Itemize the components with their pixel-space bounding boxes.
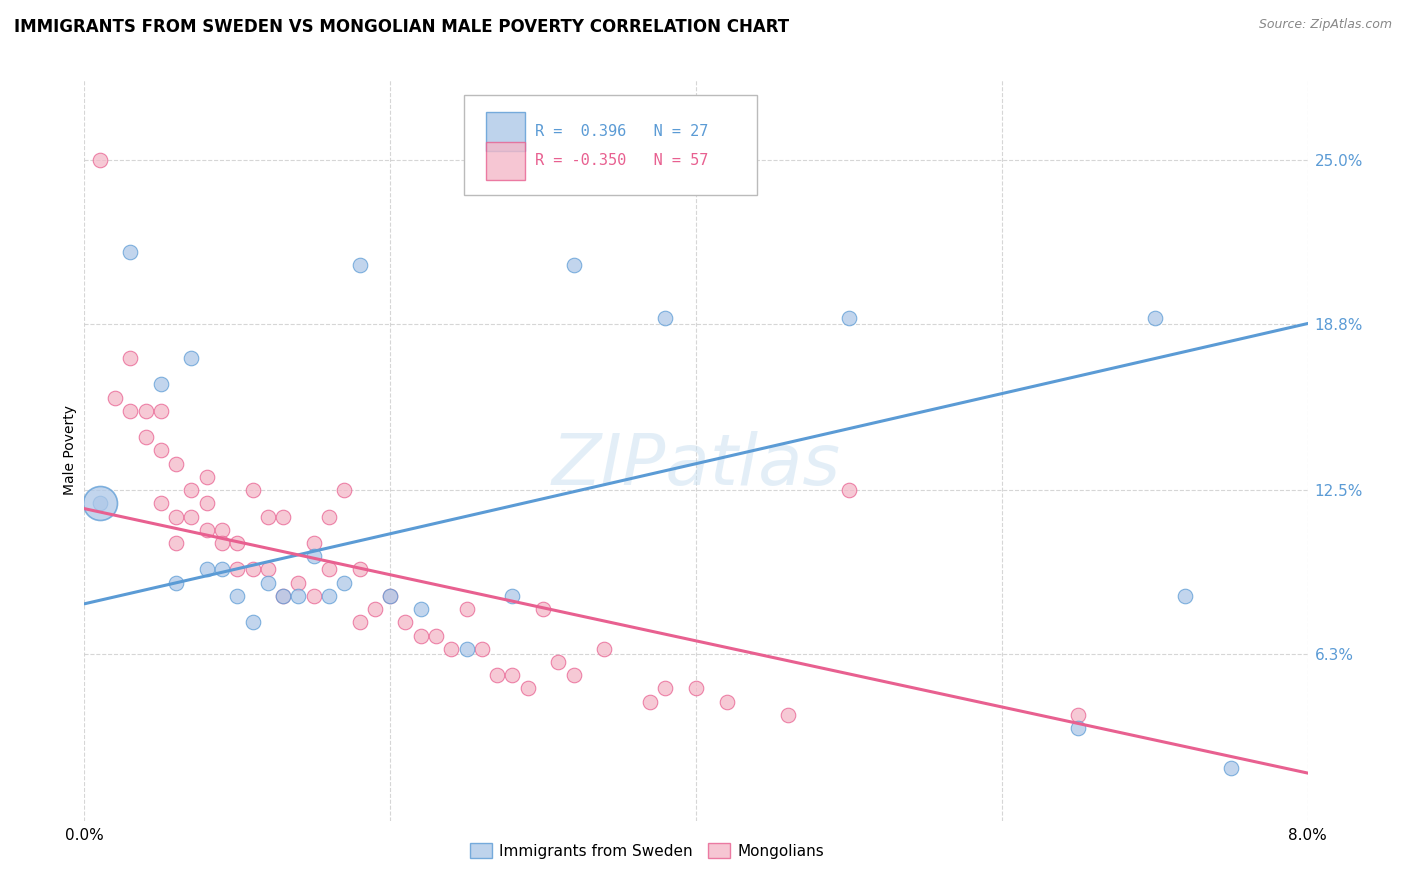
Point bbox=[654, 681, 676, 696]
Point bbox=[226, 536, 249, 550]
Point bbox=[1174, 589, 1197, 603]
Point bbox=[654, 311, 676, 326]
Point bbox=[271, 589, 294, 603]
Point bbox=[165, 509, 187, 524]
Point bbox=[120, 404, 142, 418]
Point bbox=[89, 496, 111, 510]
Point bbox=[425, 628, 447, 642]
Point bbox=[242, 562, 264, 576]
Point bbox=[195, 562, 218, 576]
Point bbox=[195, 496, 218, 510]
Point bbox=[120, 245, 142, 260]
Point bbox=[165, 457, 187, 471]
Point bbox=[349, 562, 371, 576]
Point bbox=[1143, 311, 1166, 326]
Point bbox=[180, 483, 202, 497]
Point bbox=[302, 549, 325, 564]
Point bbox=[838, 311, 860, 326]
Point bbox=[257, 562, 280, 576]
Point bbox=[165, 575, 187, 590]
Point bbox=[302, 536, 325, 550]
Point bbox=[1220, 761, 1243, 775]
Point bbox=[211, 562, 233, 576]
Point bbox=[318, 509, 340, 524]
Text: ZIPatlas: ZIPatlas bbox=[551, 431, 841, 500]
Point bbox=[1067, 707, 1090, 722]
Point bbox=[165, 536, 187, 550]
Point bbox=[456, 641, 478, 656]
Point bbox=[149, 496, 172, 510]
Point bbox=[333, 483, 356, 497]
Point bbox=[593, 641, 616, 656]
Point bbox=[257, 575, 280, 590]
Point bbox=[318, 589, 340, 603]
FancyBboxPatch shape bbox=[464, 95, 758, 195]
Point bbox=[333, 575, 356, 590]
Point bbox=[302, 589, 325, 603]
Text: IMMIGRANTS FROM SWEDEN VS MONGOLIAN MALE POVERTY CORRELATION CHART: IMMIGRANTS FROM SWEDEN VS MONGOLIAN MALE… bbox=[14, 18, 789, 36]
Point bbox=[440, 641, 463, 656]
Point bbox=[1067, 721, 1090, 735]
Point bbox=[638, 695, 661, 709]
Point bbox=[89, 496, 111, 510]
Point bbox=[271, 589, 294, 603]
FancyBboxPatch shape bbox=[485, 142, 524, 180]
Point bbox=[456, 602, 478, 616]
Point bbox=[135, 404, 157, 418]
Point bbox=[195, 470, 218, 484]
Point bbox=[135, 430, 157, 444]
Point bbox=[318, 562, 340, 576]
Point bbox=[562, 668, 585, 682]
Legend: Immigrants from Sweden, Mongolians: Immigrants from Sweden, Mongolians bbox=[464, 837, 830, 865]
Point bbox=[180, 509, 202, 524]
Point bbox=[838, 483, 860, 497]
Point bbox=[104, 391, 127, 405]
Point bbox=[257, 509, 280, 524]
Point bbox=[471, 641, 494, 656]
Point bbox=[380, 589, 402, 603]
Point bbox=[120, 351, 142, 365]
Text: R = -0.350   N = 57: R = -0.350 N = 57 bbox=[534, 153, 707, 169]
Point bbox=[516, 681, 538, 696]
Point bbox=[364, 602, 387, 616]
Y-axis label: Male Poverty: Male Poverty bbox=[63, 406, 77, 495]
Point bbox=[89, 153, 111, 167]
Point bbox=[349, 259, 371, 273]
Point bbox=[287, 575, 309, 590]
Point bbox=[776, 707, 799, 722]
Point bbox=[180, 351, 202, 365]
Point bbox=[242, 615, 264, 630]
Point bbox=[195, 523, 218, 537]
Point bbox=[211, 523, 233, 537]
Point bbox=[226, 562, 249, 576]
Point bbox=[226, 589, 249, 603]
Text: R =  0.396   N = 27: R = 0.396 N = 27 bbox=[534, 124, 707, 139]
Point bbox=[394, 615, 416, 630]
Point bbox=[149, 443, 172, 458]
Point bbox=[409, 602, 432, 616]
Point bbox=[716, 695, 738, 709]
Point bbox=[685, 681, 707, 696]
Point bbox=[149, 404, 172, 418]
Point bbox=[502, 589, 524, 603]
Point bbox=[242, 483, 264, 497]
Point bbox=[149, 377, 172, 392]
Text: Source: ZipAtlas.com: Source: ZipAtlas.com bbox=[1258, 18, 1392, 31]
Point bbox=[531, 602, 554, 616]
Point bbox=[502, 668, 524, 682]
Point bbox=[380, 589, 402, 603]
Point bbox=[409, 628, 432, 642]
Point bbox=[486, 668, 509, 682]
Point bbox=[349, 615, 371, 630]
FancyBboxPatch shape bbox=[485, 112, 524, 151]
Point bbox=[562, 259, 585, 273]
Point bbox=[211, 536, 233, 550]
Point bbox=[547, 655, 569, 669]
Point bbox=[287, 589, 309, 603]
Point bbox=[271, 509, 294, 524]
